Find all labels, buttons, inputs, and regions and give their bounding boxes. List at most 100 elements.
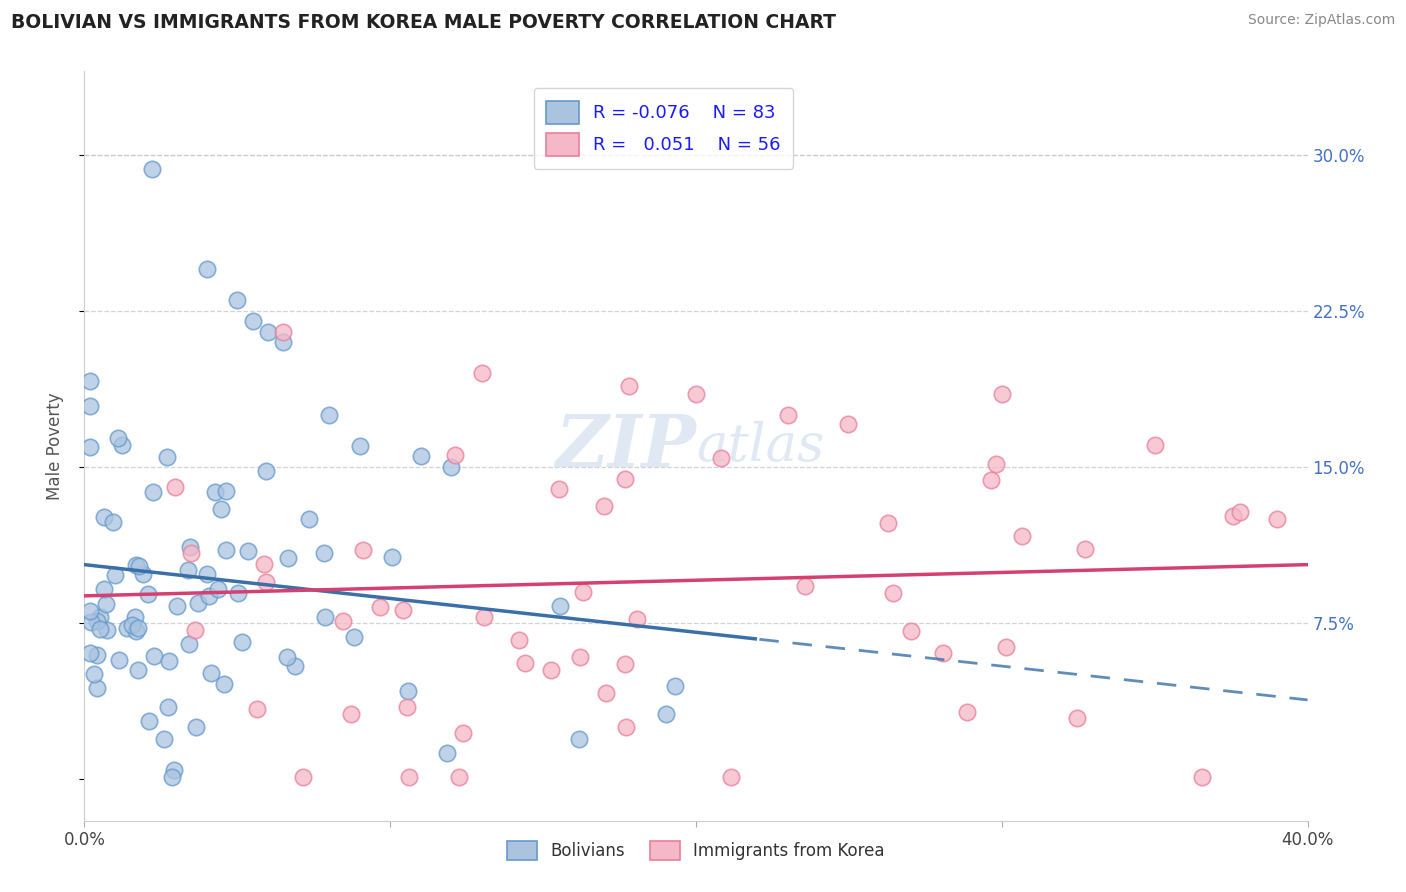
Point [132,567,155,582]
Point [449,770,471,784]
Point [125,624,148,639]
Point [440,459,463,474]
Point [342,630,364,644]
Point [568,650,591,665]
Point [298,512,321,526]
Text: ZIP: ZIP [555,410,696,482]
Point [79,604,101,618]
Point [177,637,200,651]
Point [595,685,617,699]
Point [142,648,165,663]
Point [271,325,294,339]
Point [312,546,335,560]
Point [195,262,218,277]
Point [228,586,250,600]
Point [1066,711,1088,725]
Point [837,417,859,431]
Point [793,579,815,593]
Text: Source: ZipAtlas.com: Source: ZipAtlas.com [1247,13,1395,28]
Point [1144,438,1167,452]
Point [209,502,232,516]
Point [396,683,419,698]
Point [614,720,637,734]
Point [115,621,138,635]
Point [197,589,219,603]
Point [187,596,209,610]
Point [592,499,614,513]
Point [155,450,177,464]
Point [349,439,371,453]
Point [86,681,108,695]
Point [436,746,458,760]
Point [254,575,277,590]
Point [882,585,904,599]
Point [332,614,354,628]
Point [994,640,1017,654]
Point [956,705,979,719]
Point [409,450,432,464]
Point [352,542,374,557]
Point [443,448,465,462]
Point [125,558,148,572]
Point [141,162,163,177]
Point [654,707,676,722]
Point [368,599,391,614]
Point [79,374,101,388]
Point [153,732,176,747]
Point [204,484,226,499]
Point [80,615,103,629]
Point [472,609,495,624]
Point [381,550,404,565]
Point [932,647,955,661]
Point [96,623,118,637]
Point [163,480,186,494]
Point [214,484,236,499]
Point [238,544,260,558]
Point [291,770,314,784]
Point [246,702,269,716]
Point [124,610,146,624]
Point [340,706,363,721]
Point [163,763,186,777]
Point [626,612,648,626]
Point [184,623,207,637]
Point [83,666,105,681]
Point [314,610,336,624]
Point [548,482,571,496]
Point [1191,770,1213,784]
Point [980,473,1002,487]
Point [395,699,418,714]
Point [226,293,249,308]
Point [179,540,201,554]
Point [1222,508,1244,523]
Point [231,635,253,649]
Point [108,653,131,667]
Point [184,720,207,734]
Point [572,585,595,599]
Point [157,655,180,669]
Point [1074,542,1097,557]
Point [257,325,280,339]
Legend: Bolivians, Immigrants from Korea: Bolivians, Immigrants from Korea [499,832,893,869]
Point [271,334,294,349]
Point [664,679,686,693]
Point [176,564,198,578]
Point [776,408,799,422]
Point [540,663,562,677]
Point [685,387,707,401]
Point [398,770,420,784]
Point [200,665,222,680]
Point [451,726,474,740]
Point [160,770,183,784]
Point [986,457,1008,471]
Point [93,509,115,524]
Point [876,516,898,530]
Point [513,657,536,671]
Point [79,440,101,454]
Point [136,586,159,600]
Point [107,431,129,445]
Point [720,770,742,784]
Point [157,700,180,714]
Point [284,658,307,673]
Text: atlas: atlas [696,420,824,472]
